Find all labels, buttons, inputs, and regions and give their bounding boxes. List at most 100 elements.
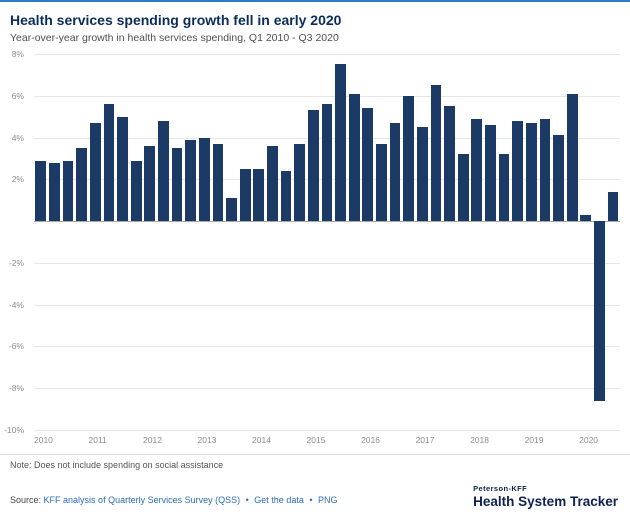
x-tick-label: 2012: [143, 435, 162, 445]
bar-slot: [511, 54, 525, 430]
bar[interactable]: [457, 154, 469, 222]
bar[interactable]: [76, 148, 88, 222]
bar[interactable]: [294, 143, 306, 222]
x-tick-label: 2011: [88, 435, 107, 445]
source-link-kff-analysis[interactable]: KFF analysis of Quarterly Services Surve…: [43, 495, 241, 506]
bar-slot: [157, 54, 171, 430]
bar[interactable]: [416, 127, 428, 222]
bar[interactable]: [35, 160, 47, 222]
bar-slot: [225, 54, 239, 430]
bar[interactable]: [607, 191, 619, 222]
bar-slot: [525, 54, 539, 430]
bar[interactable]: [171, 148, 183, 222]
bar[interactable]: [430, 85, 442, 222]
bar[interactable]: [376, 143, 387, 222]
gridline: [34, 388, 620, 390]
bar[interactable]: [103, 104, 115, 222]
bar-slot: [552, 54, 566, 430]
bar[interactable]: [307, 110, 319, 222]
x-tick-label: 2014: [252, 435, 271, 445]
bar[interactable]: [580, 214, 592, 222]
bar-slot: [361, 54, 375, 430]
bar[interactable]: [444, 106, 455, 222]
bar-slot: [443, 54, 457, 430]
y-tick-label: -10%: [4, 425, 24, 435]
bar[interactable]: [594, 221, 605, 401]
x-tick-label: 2010: [34, 435, 53, 445]
get-the-data-link[interactable]: Get the data: [254, 495, 304, 506]
bar[interactable]: [49, 162, 60, 222]
separator-dot: •: [245, 495, 249, 506]
top-accent-bar: [0, 0, 630, 2]
bar-slot: [484, 54, 498, 430]
bar-slot: [334, 54, 348, 430]
bar-slot: [293, 54, 307, 430]
gridline: [34, 304, 620, 306]
x-tick-label: 2013: [197, 435, 217, 445]
source-prefix: Source:: [10, 495, 42, 506]
bar[interactable]: [553, 135, 564, 222]
bar-slot: [34, 54, 48, 430]
bar[interactable]: [471, 118, 483, 222]
y-tick-label: -8%: [8, 383, 24, 394]
x-tick-label: 2020: [579, 435, 599, 445]
bar-slot: [279, 54, 293, 430]
y-tick-label: -4%: [8, 299, 24, 310]
bar-slot: [238, 54, 252, 430]
bar[interactable]: [185, 139, 197, 222]
bar[interactable]: [498, 154, 510, 222]
bar[interactable]: [485, 125, 496, 222]
bar[interactable]: [212, 143, 224, 222]
bar[interactable]: [389, 122, 401, 222]
brand-title: Health System Tracker: [473, 493, 618, 509]
bar[interactable]: [335, 64, 346, 222]
bar-slot: [429, 54, 443, 430]
bar[interactable]: [566, 93, 578, 222]
bar-slot: [456, 54, 470, 430]
bar[interactable]: [321, 104, 333, 222]
bar[interactable]: [253, 168, 265, 222]
bar[interactable]: [280, 170, 292, 222]
bar[interactable]: [198, 137, 210, 222]
bar[interactable]: [239, 168, 251, 222]
bar-slot: [252, 54, 266, 430]
bar-slot: [320, 54, 334, 430]
bar-slot: [565, 54, 579, 430]
bar-slot: [307, 54, 321, 430]
bar[interactable]: [267, 145, 278, 222]
bar-slot: [129, 54, 143, 430]
brand-peterson-kff: Peterson-KFF: [473, 484, 528, 493]
bar[interactable]: [117, 116, 128, 222]
bar[interactable]: [226, 198, 237, 222]
gridline: [34, 95, 620, 97]
bar-slot: [48, 54, 62, 430]
bars-layer: [34, 54, 620, 430]
bar[interactable]: [539, 118, 551, 222]
bar[interactable]: [144, 145, 156, 222]
y-tick-label: 4%: [11, 132, 24, 143]
bar[interactable]: [130, 160, 142, 222]
png-download-link[interactable]: PNG: [318, 495, 338, 506]
bar-slot: [211, 54, 225, 430]
bar[interactable]: [403, 95, 415, 222]
health-system-tracker-logo[interactable]: Peterson-KFF Health System Tracker: [473, 484, 618, 509]
bar[interactable]: [525, 122, 537, 222]
bar[interactable]: [62, 160, 74, 222]
bar[interactable]: [158, 120, 169, 222]
bar[interactable]: [348, 93, 360, 222]
gridline: [34, 346, 620, 348]
bar-slot: [375, 54, 389, 430]
bar-slot: [402, 54, 416, 430]
bar[interactable]: [512, 120, 524, 222]
bar-slot: [388, 54, 402, 430]
bar-slot: [497, 54, 511, 430]
bar-slot: [143, 54, 157, 430]
bar[interactable]: [362, 108, 374, 222]
x-axis-labels: 2010 2011 2012 2013 2014 2015 2016 2017 2018 2019…: [34, 430, 620, 448]
bar-slot: [266, 54, 280, 430]
bar-slot: [89, 54, 103, 430]
bar[interactable]: [89, 122, 101, 222]
bar-slot: [116, 54, 130, 430]
bar-slot: [61, 54, 75, 430]
gridline: [34, 262, 620, 264]
